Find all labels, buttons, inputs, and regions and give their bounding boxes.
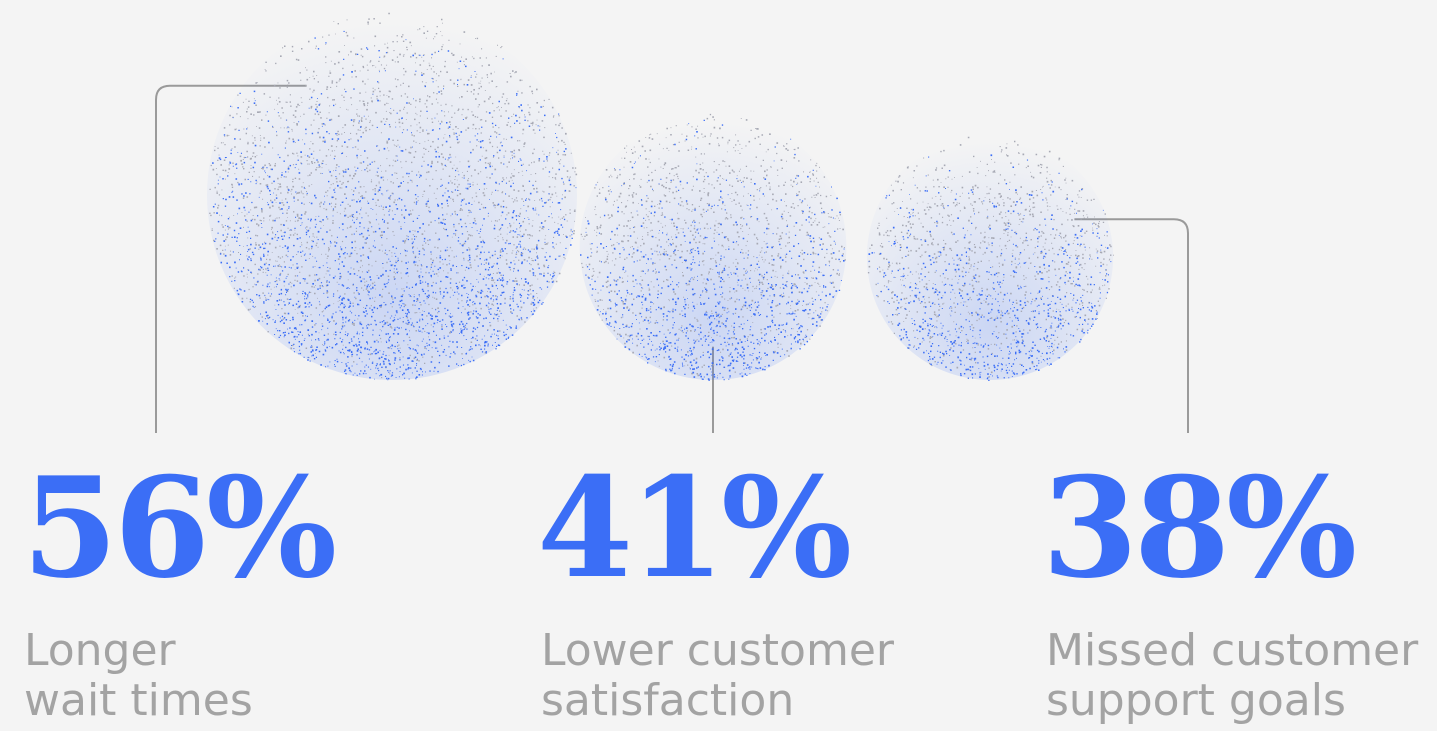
- stat-label-1-line-1: Lower customer: [541, 625, 894, 676]
- stat-label-0-line-1: Longer: [24, 625, 176, 676]
- stat-value-0: 56%: [22, 446, 337, 609]
- stat-label-2: Missed customer support goals: [1046, 626, 1418, 726]
- stat-label-1-line-2: satisfaction: [541, 675, 795, 726]
- stat-label-2-line-1: Missed customer: [1046, 625, 1419, 676]
- stat-value-2: 38%: [1042, 446, 1357, 609]
- stat-label-0-line-2: wait times: [24, 675, 253, 726]
- connector-line-0: [155, 84, 307, 433]
- bubble-1: [579, 113, 847, 381]
- connector-line-2: [1074, 218, 1189, 433]
- stat-value-1: 41%: [537, 446, 852, 609]
- bubble-2: [866, 133, 1114, 382]
- stat-label-0: Longer wait times: [24, 626, 253, 726]
- bubble-0: [207, 10, 578, 381]
- stat-label-1: Lower customer satisfaction: [541, 626, 894, 726]
- stat-label-2-line-2: support goals: [1046, 675, 1346, 726]
